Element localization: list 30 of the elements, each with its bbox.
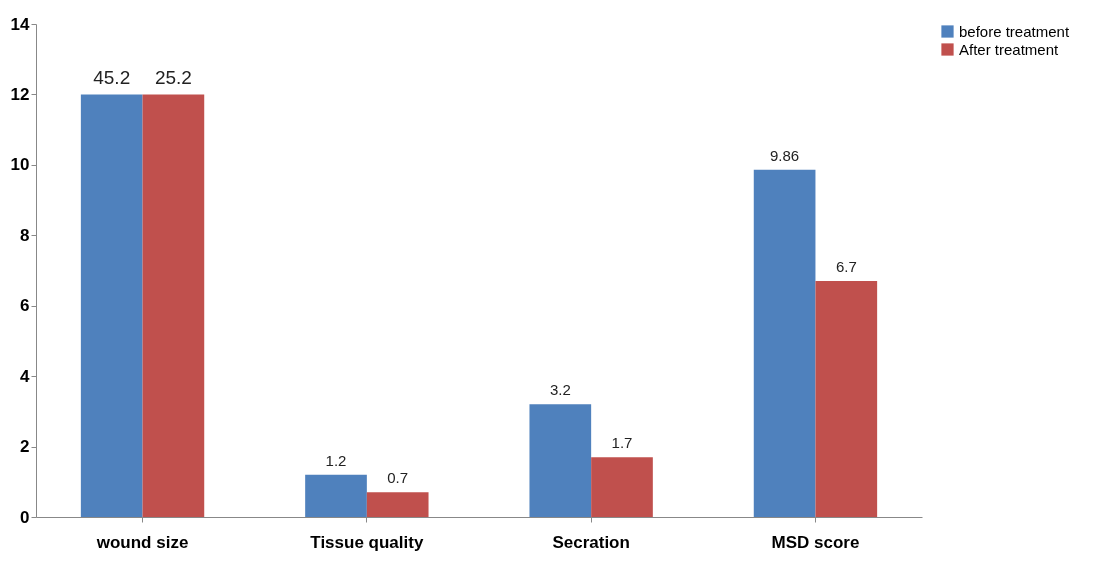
data-label: 3.2 [549, 381, 571, 399]
legend-label: After treatment [959, 40, 1060, 58]
y-tick-label: 14 [10, 14, 31, 34]
data-label: 9.86 [770, 146, 800, 164]
x-tick-label: Secration [552, 532, 630, 552]
data-label: 1.2 [325, 451, 347, 469]
y-tick-label: 10 [10, 155, 30, 175]
x-tick-label: wound size [95, 532, 189, 552]
bar [305, 474, 367, 517]
annotation: 45.2 [93, 67, 131, 89]
bar [366, 492, 429, 517]
y-tick-label: 4 [20, 366, 31, 386]
annotation: 25.2 [154, 67, 192, 89]
data-label: 0.7 [387, 469, 409, 487]
y-tick-label: 8 [20, 225, 30, 245]
x-tick-label: MSD score [771, 532, 860, 552]
y-tick-label: 2 [20, 437, 30, 457]
bar [815, 281, 878, 517]
legend-label: before treatment [959, 22, 1070, 40]
bar [753, 169, 816, 517]
data-label: 6.7 [835, 258, 857, 276]
y-tick-label: 0 [20, 507, 30, 527]
bar [80, 94, 143, 517]
y-tick-label: 12 [10, 84, 30, 104]
bar [591, 457, 653, 517]
y-tick-label: 6 [20, 296, 30, 316]
data-label: 1.7 [611, 434, 633, 452]
bar [529, 404, 592, 517]
bar [142, 94, 205, 517]
x-tick-label: Tissue quality [310, 532, 424, 552]
